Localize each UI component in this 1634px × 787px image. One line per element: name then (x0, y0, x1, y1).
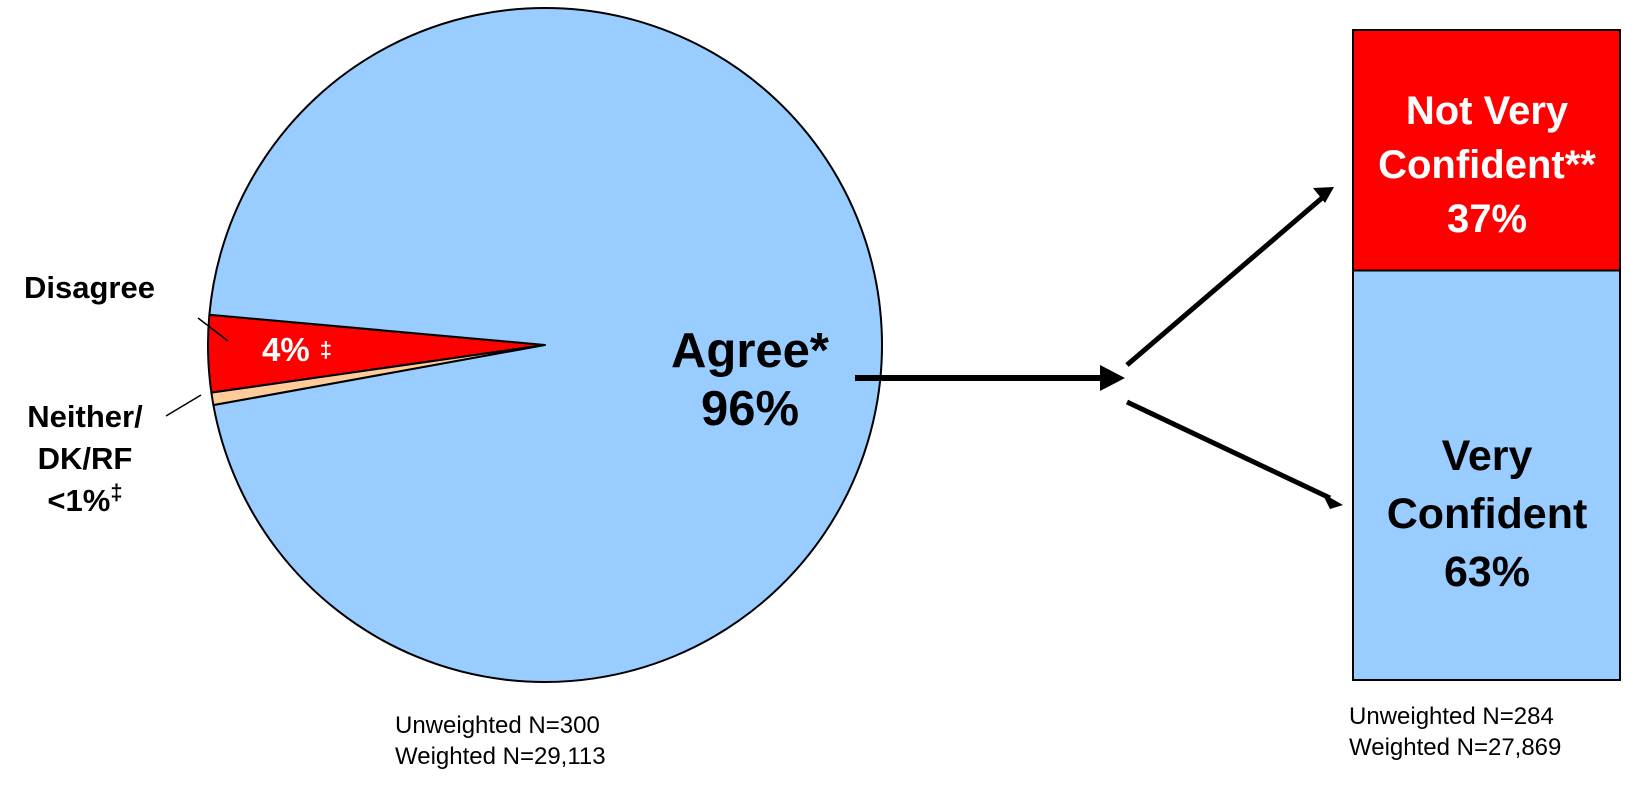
pie-label-neither: Neither/ DK/RF <1%‡ (0, 396, 170, 522)
bar-note-unweighted: Unweighted N=284 (1349, 703, 1554, 730)
pie-sample-note: Unweighted N=300 Weighted N=29,113 (395, 710, 606, 772)
pie-label-neither-line2: DK/RF (37, 441, 133, 476)
bar-sample-note: Unweighted N=284 Weighted N=27,869 (1349, 701, 1561, 763)
pie-label-agree: Agree* 96% (620, 322, 880, 438)
bar-note-weighted: Weighted N=27,869 (1349, 734, 1562, 761)
flow-arrow-main-head (1100, 365, 1125, 391)
pie-value-disagree-text: 4% (262, 331, 310, 368)
pie-label-agree-name: Agree* (671, 324, 829, 378)
bar-label-very-line1: Very (1441, 432, 1533, 480)
bar-value-not-very-confident: 37% (1446, 197, 1528, 241)
bar-label-very-line2: Confident (1386, 490, 1588, 538)
flow-arrow-up-head (1313, 187, 1334, 203)
pie-value-neither: <1%‡ (0, 480, 170, 522)
stacked-bar-chart (1352, 29, 1621, 681)
pie-label-disagree: Disagree (24, 270, 155, 305)
bar-label-not-very-confident: Not Very Confident** 37% (1351, 84, 1623, 246)
flow-arrow-down (1125, 399, 1332, 501)
pie-value-disagree: 4% ‡ (262, 330, 332, 370)
pie-label-neither-line1: Neither/ (27, 399, 143, 434)
bar-value-very-confident: 63% (1443, 548, 1531, 596)
dagger-marker: ‡ (319, 337, 332, 362)
dagger-marker: ‡ (110, 479, 123, 505)
bar-label-not-very-line2: Confident** (1378, 143, 1596, 187)
pie-slice-agree (208, 7, 883, 683)
pie-chart (207, 7, 883, 683)
pie-value-neither-text: <1% (47, 483, 111, 518)
bar-segment-not-very-confident (1352, 29, 1621, 272)
flow-arrow-down-head (1322, 493, 1343, 509)
bar-label-not-very-line1: Not Very (1405, 89, 1569, 133)
bar-label-very-confident: Very Confident 63% (1351, 427, 1623, 601)
leader-line-neither (165, 394, 202, 417)
pie-value-agree: 96% (700, 382, 800, 436)
pie-note-unweighted: Unweighted N=300 (395, 712, 600, 739)
leader-line-disagree (197, 317, 229, 342)
pie-note-weighted: Weighted N=29,113 (395, 743, 606, 770)
flow-arrow-up (1125, 196, 1324, 367)
bar-segment-very-confident (1352, 269, 1621, 681)
